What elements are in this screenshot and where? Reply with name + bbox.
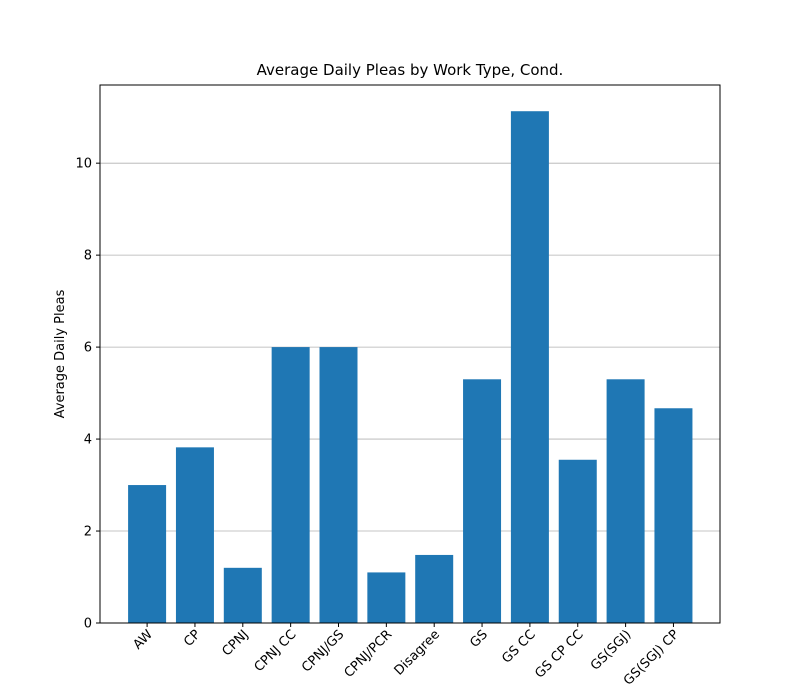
bar <box>271 347 310 623</box>
bar <box>175 447 214 623</box>
y-tick-label: 2 <box>84 525 92 540</box>
y-tick-label: 0 <box>84 617 92 632</box>
bar <box>558 459 597 623</box>
bar <box>319 347 358 623</box>
bar <box>654 408 693 623</box>
y-tick-label: 4 <box>84 433 92 448</box>
plot-frame <box>99 84 721 624</box>
bar <box>223 567 262 623</box>
chart-title: Average Daily Pleas by Work Type, Cond. <box>257 61 564 79</box>
bar <box>128 485 167 623</box>
y-axis-ticks: 0 2 4 6 8 10 <box>75 157 100 632</box>
y-tick-label: 10 <box>75 157 92 172</box>
bar <box>510 111 549 623</box>
bar <box>463 379 502 623</box>
y-tick-label: 8 <box>84 249 92 264</box>
y-tick-label: 6 <box>84 341 92 356</box>
bar <box>606 379 645 623</box>
bar <box>367 572 406 623</box>
bar <box>415 554 454 623</box>
y-axis-label: Average Daily Pleas <box>53 289 68 418</box>
bars <box>128 111 693 623</box>
